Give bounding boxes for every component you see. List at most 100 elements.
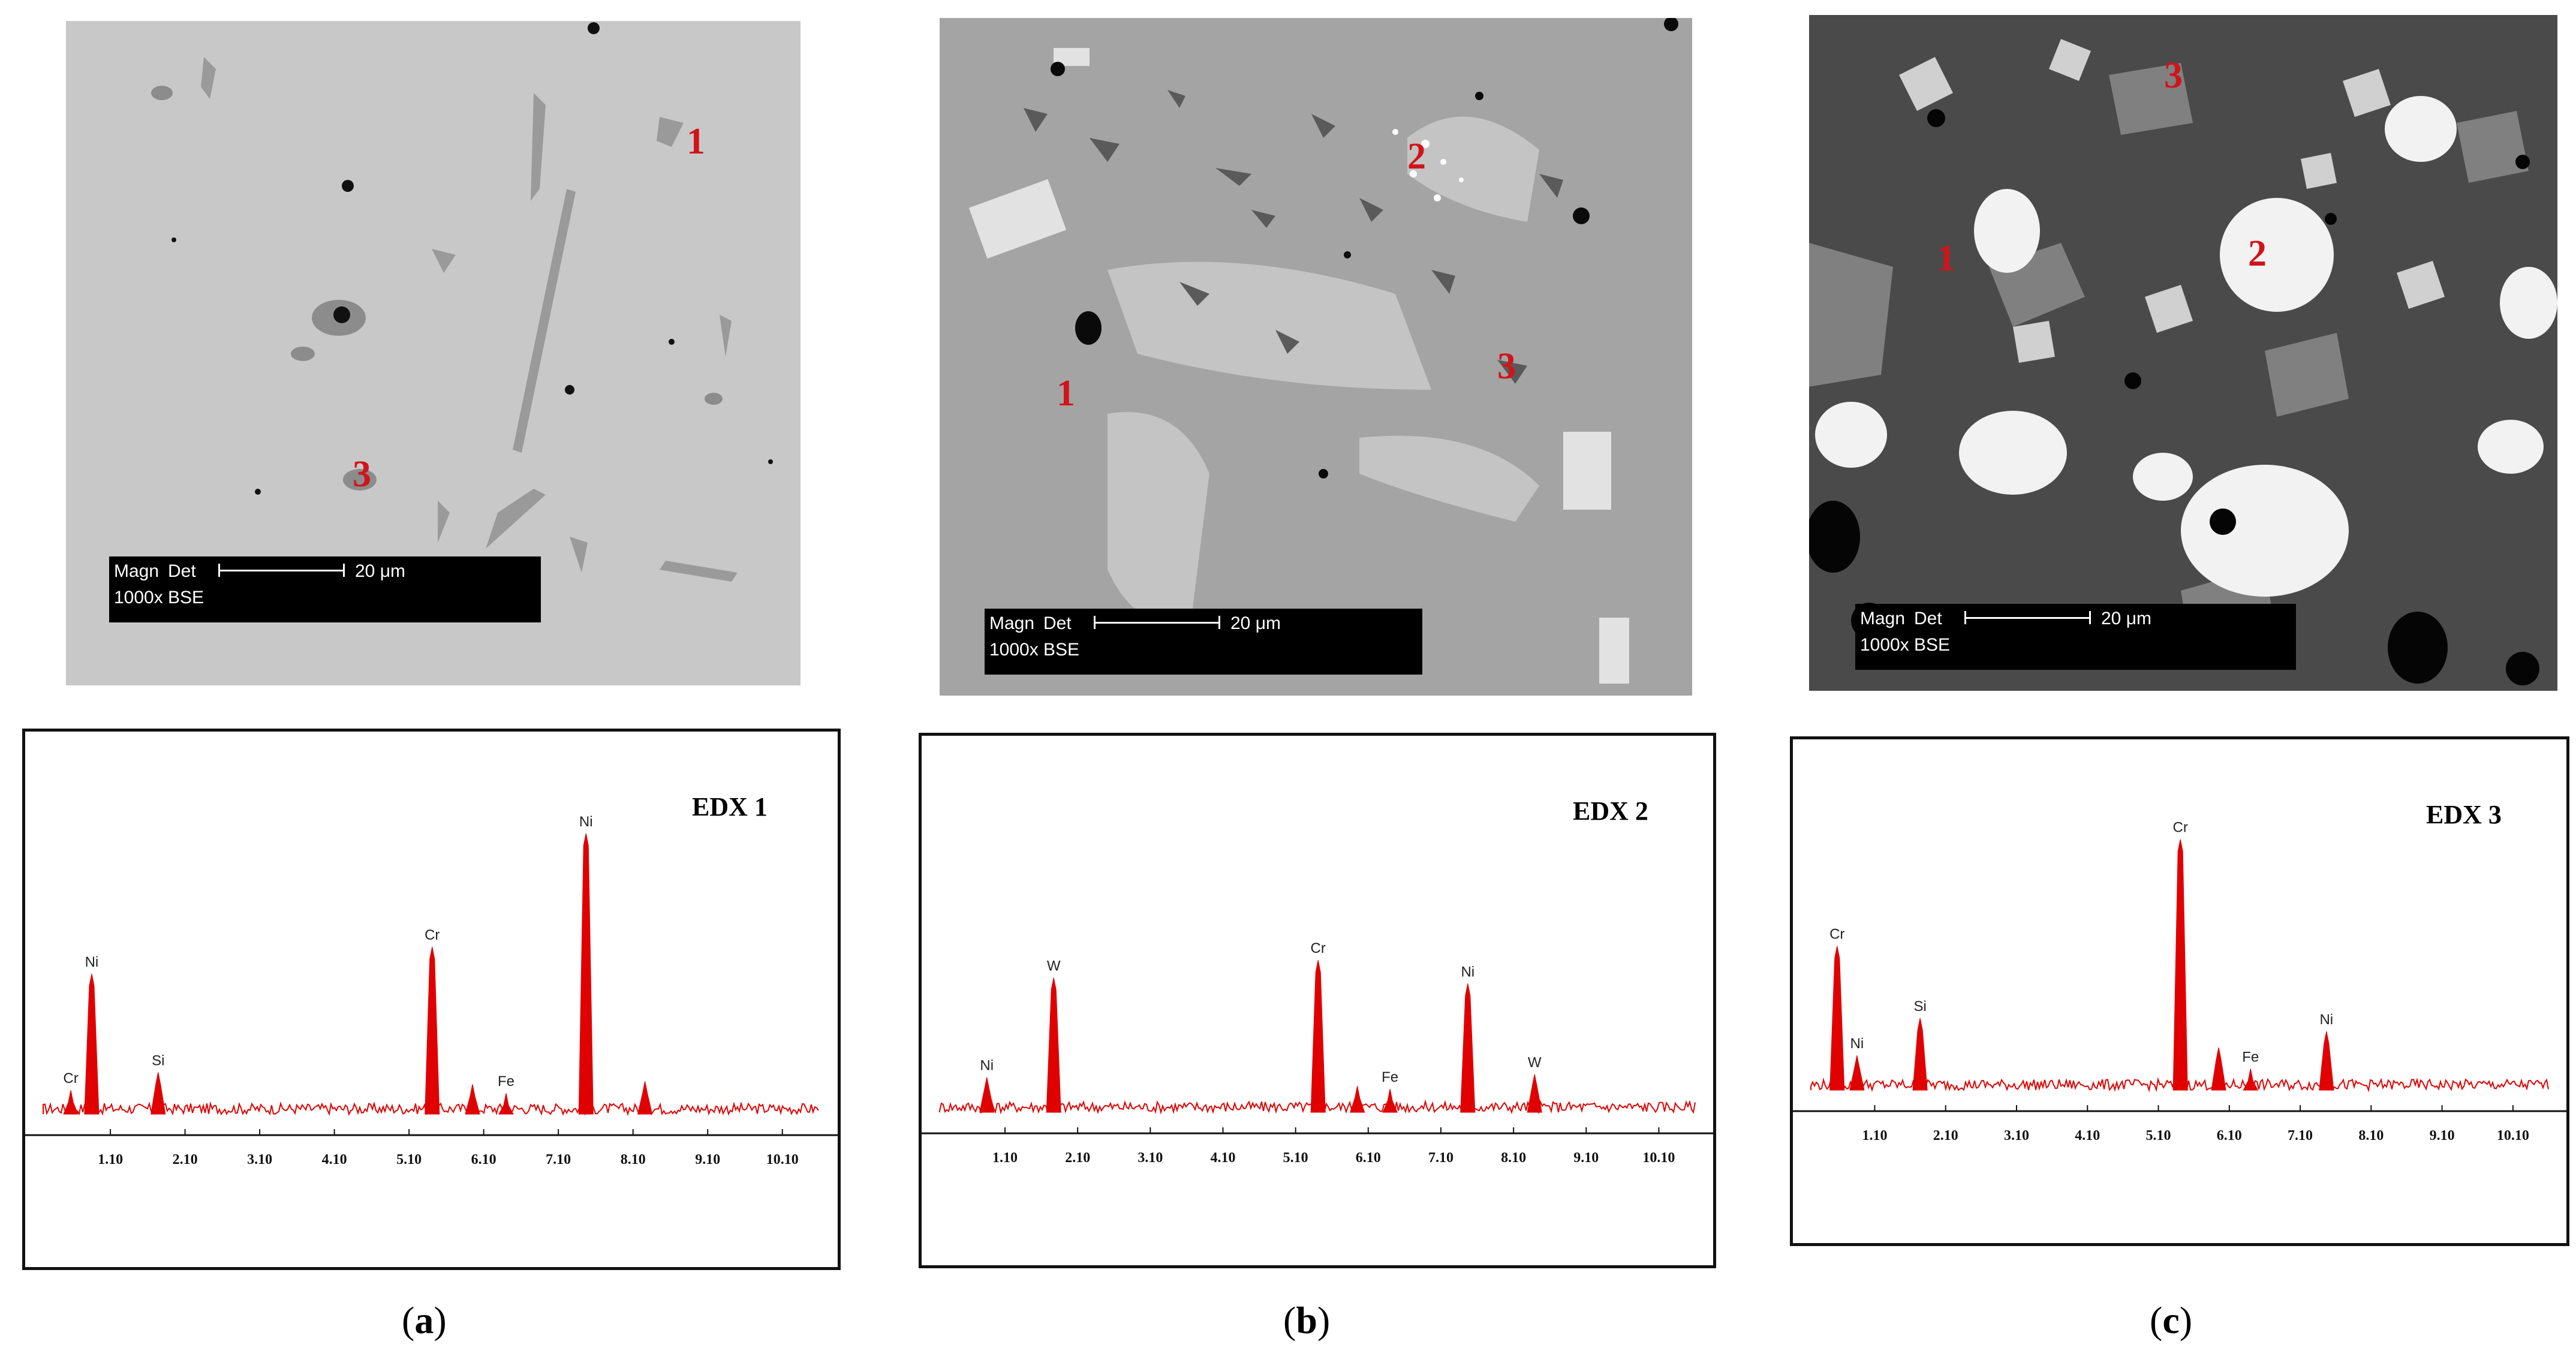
peak-label: W: [1528, 1055, 1542, 1071]
spectrum-peak: [465, 1084, 480, 1115]
x-tick-label: 9.10: [1573, 1150, 1599, 1166]
spectrum-peak: [1046, 977, 1061, 1113]
x-tick-label: 5.10: [2146, 1128, 2171, 1144]
spectrum-peak: [979, 1077, 995, 1113]
x-tick-label: 5.10: [396, 1152, 422, 1168]
scale-bar-tick: [1218, 616, 1220, 629]
caption-letter: a: [414, 1299, 434, 1341]
peak-label: Fe: [498, 1073, 514, 1090]
x-tick-label: 4.10: [2075, 1128, 2100, 1144]
micrograph-b-texture: [940, 18, 1692, 696]
peak-label: Ni: [2319, 1012, 2333, 1028]
x-tick-label: 3.10: [1137, 1150, 1163, 1166]
x-tick-label: 8.10: [621, 1152, 646, 1168]
spectrum-peak: [84, 973, 100, 1115]
edx-title: EDX 1: [692, 792, 768, 822]
x-tick-label: 3.10: [247, 1152, 272, 1168]
scale-bar-magn-label: Magn: [114, 561, 160, 581]
x-tick-label: 2.10: [1065, 1150, 1090, 1166]
spectrum-peak: [1829, 946, 1845, 1091]
x-tick-label: 5.10: [1283, 1150, 1308, 1166]
spectrum-peak: [2172, 839, 2188, 1091]
scale-bar-magnification: 1000x: [989, 640, 1039, 660]
x-tick-label: 10.10: [2497, 1128, 2529, 1144]
scale-bar-length: 20 μm: [355, 561, 405, 581]
x-tick-label: 1.10: [98, 1152, 123, 1168]
spectrum-peak: [1310, 960, 1326, 1113]
edx-spectrum-2: Ni W Cr Fe Ni W 1.10 2.10 3.10 4.10 5.10 6.10 7.10 8.…: [919, 733, 1716, 1268]
spectrum-peak: [1527, 1074, 1542, 1113]
peak-label: Si: [1913, 998, 1926, 1015]
scale-bar-length: 20 μm: [2101, 609, 2151, 628]
scale-bar-tick: [218, 564, 220, 577]
x-tick-label: 3.10: [2004, 1128, 2029, 1144]
x-tick-label: 6.10: [1356, 1150, 1381, 1166]
scale-bar: Magn Det 20 μm 1000x BSE: [1855, 604, 2296, 670]
peak-label: Cr: [1829, 926, 1844, 943]
scale-bar-magnification: 1000x: [1860, 635, 1909, 655]
peak-label: Ni: [85, 954, 99, 970]
peak-label: Ni: [579, 814, 593, 830]
peak-label: W: [1047, 958, 1061, 974]
peak-label: Ni: [1850, 1036, 1864, 1052]
x-tick-label: 9.10: [2430, 1128, 2455, 1144]
x-tick-label: 4.10: [1211, 1150, 1236, 1166]
scale-bar: Magn Det 20 μm 1000x BSE: [109, 556, 541, 622]
caption-a: (a): [402, 1299, 447, 1341]
region-marker: 1: [1937, 238, 1955, 279]
caption-letter: c: [2162, 1299, 2180, 1341]
spectrum-peak: [425, 947, 440, 1115]
spectrum-peak: [637, 1081, 653, 1115]
peak-label: Cr: [1311, 940, 1326, 956]
edx-spectrum-3: Cr Ni Si Cr Fe Ni 1.10 2.10 3.10 4.10 5.10 6.10 7.10…: [1790, 736, 2569, 1246]
edx-title: EDX 3: [2426, 800, 2502, 829]
spectrum-peak: [498, 1093, 514, 1115]
scale-bar-tick: [1964, 611, 1966, 624]
scale-bar-mode: BSE: [168, 588, 204, 607]
region-marker: 3: [2164, 55, 2183, 96]
x-tick-label: 10.10: [766, 1152, 799, 1168]
scale-bar-line: [1094, 622, 1220, 624]
spectrum-peak: [1912, 1018, 1928, 1091]
scale-bar-mode: BSE: [1914, 635, 1951, 655]
scale-bar-det-label: Det: [1914, 609, 1942, 628]
x-tick-label: 10.10: [1642, 1150, 1675, 1166]
edx-title: EDX 2: [1573, 796, 1648, 826]
edx-plot: Ni W Cr Fe Ni W 1.10 2.10 3.10 4.10 5.10 6.10 7.10 8.…: [922, 940, 1713, 1166]
scale-bar-line: [1964, 617, 2090, 619]
region-marker: 1: [687, 121, 705, 162]
scale-bar-det-label: Det: [1043, 613, 1072, 633]
spectrum-peak: [1460, 983, 1476, 1113]
scale-bar-mode: BSE: [1043, 640, 1080, 660]
peak-label: Ni: [980, 1057, 994, 1073]
x-tick-label: 2.10: [1933, 1128, 1958, 1144]
scale-bar-tick: [2089, 611, 2091, 624]
x-tick-label: 1.10: [992, 1150, 1018, 1166]
scale-bar-length: 20 μm: [1230, 613, 1281, 633]
peak-label: Cr: [63, 1070, 78, 1087]
region-marker: 1: [1057, 373, 1075, 414]
region-marker: 2: [2248, 233, 2267, 274]
edx-plot: Cr Ni Si Cr Fe Ni 1.10 2.10 3.10 4.10 5.10 6.10 7.10…: [25, 814, 838, 1168]
spectrum-peak: [2243, 1069, 2259, 1091]
x-tick-label: 2.10: [173, 1152, 198, 1168]
x-tick-label: 7.10: [546, 1152, 571, 1168]
x-tick-label: 8.10: [2358, 1128, 2384, 1144]
spectrum-peak: [63, 1090, 79, 1115]
spectrum-peak: [2319, 1031, 2334, 1091]
caption-b: (b): [1283, 1299, 1331, 1341]
peak-label: Ni: [1461, 964, 1474, 980]
region-marker: 2: [1407, 136, 1426, 177]
caption-letter: b: [1296, 1299, 1317, 1341]
region-marker: 3: [353, 454, 371, 495]
peak-label: Fe: [1382, 1069, 1398, 1085]
region-marker: 3: [1497, 346, 1516, 387]
x-tick-label: 9.10: [695, 1152, 720, 1168]
x-tick-label: 7.10: [2288, 1128, 2313, 1144]
x-tick-label: 8.10: [1501, 1150, 1526, 1166]
scale-bar-line: [218, 570, 344, 571]
edx-spectrum-1: Cr Ni Si Cr Fe Ni 1.10 2.10 3.10 4.10 5.10 6.10 7.10…: [22, 729, 841, 1270]
scale-bar-tick: [1094, 616, 1096, 629]
micrograph-c-texture: [1809, 15, 2557, 691]
spectrum-peak: [1349, 1085, 1365, 1113]
